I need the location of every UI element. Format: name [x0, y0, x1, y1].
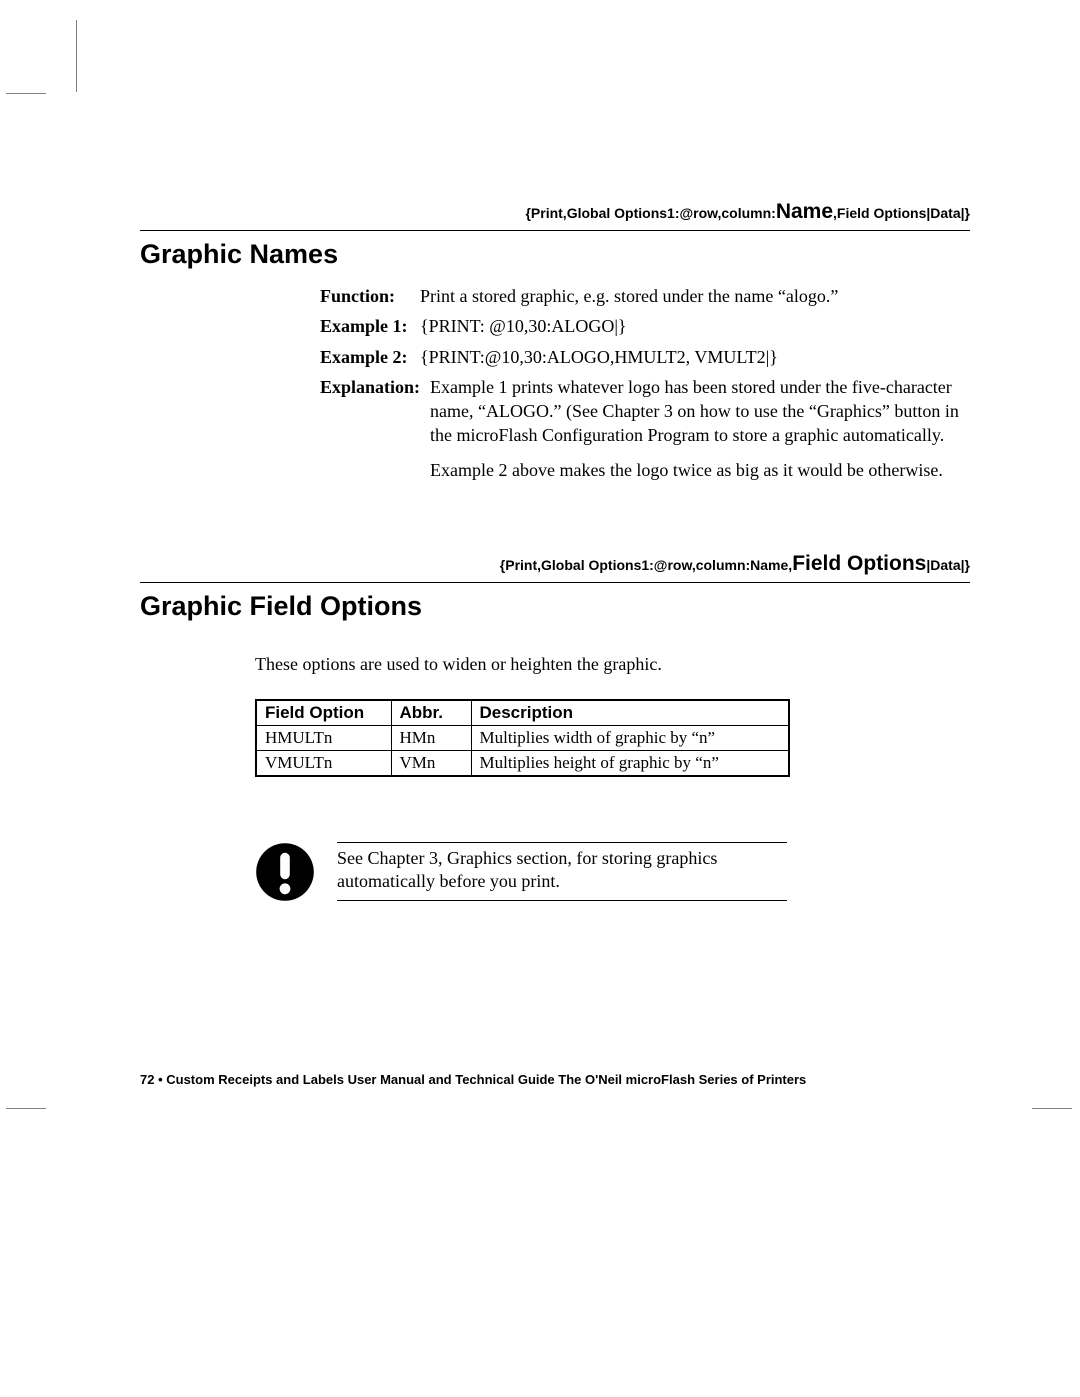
- def-label: Example 1:: [320, 314, 420, 338]
- td-description: Multiplies width of graphic by “n”: [471, 726, 789, 751]
- def-value: Example 1 prints whatever logo has been …: [430, 375, 970, 492]
- crop-mark: [1032, 1108, 1072, 1109]
- note-block: See Chapter 3, Graphics section, for sto…: [255, 842, 970, 902]
- td-field-option: HMULTn: [256, 726, 391, 751]
- th-abbr: Abbr.: [391, 700, 471, 726]
- td-field-option: VMULTn: [256, 751, 391, 777]
- th-description: Description: [471, 700, 789, 726]
- td-abbr: HMn: [391, 726, 471, 751]
- th-field-option: Field Option: [256, 700, 391, 726]
- def-value: {PRINT:@10,30:ALOGO,HMULT2, VMULT2|}: [420, 345, 970, 369]
- page-number: 72: [140, 1072, 154, 1087]
- footer-sep: •: [154, 1072, 166, 1087]
- def-label: Explanation:: [320, 375, 430, 492]
- table-header-row: Field Option Abbr. Description: [256, 700, 789, 726]
- crop-mark: [6, 1108, 46, 1109]
- crop-mark: [6, 93, 46, 94]
- def-row-example2: Example 2: {PRINT:@10,30:ALOGO,HMULT2, V…: [320, 345, 970, 369]
- crop-mark: [76, 20, 77, 92]
- def-value: {PRINT: @10,30:ALOGO|}: [420, 314, 970, 338]
- page-content: {Print,Global Options1:@row,column:Name,…: [140, 200, 970, 902]
- footer-rest: User Manual and Technical Guide The O'Ne…: [344, 1072, 806, 1087]
- def-row-explanation: Explanation: Example 1 prints whatever l…: [320, 375, 970, 492]
- syntax-suffix: |Data|}: [926, 557, 970, 573]
- def-label: Example 2:: [320, 345, 420, 369]
- def-row-example1: Example 1: {PRINT: @10,30:ALOGO|}: [320, 314, 970, 338]
- explanation-p2: Example 2 above makes the logo twice as …: [430, 458, 970, 482]
- def-value: Print a stored graphic, e.g. stored unde…: [420, 284, 970, 308]
- section-title-field-options: Graphic Field Options: [140, 591, 970, 622]
- note-text: See Chapter 3, Graphics section, for sto…: [337, 842, 787, 901]
- def-label: Function:: [320, 284, 420, 308]
- syntax-prefix: {Print,Global Options1:@row,column:Name,: [500, 557, 792, 573]
- intro-text: These options are used to widen or heigh…: [255, 654, 970, 675]
- syntax-emph: Name: [776, 200, 833, 223]
- warning-icon: [255, 842, 315, 902]
- syntax-prefix: {Print,Global Options1:@row,column:: [525, 205, 775, 221]
- field-options-table: Field Option Abbr. Description HMULTn HM…: [255, 699, 790, 777]
- page-footer: 72 • Custom Receipts and Labels User Man…: [140, 1072, 970, 1087]
- footer-chapter: Custom Receipts and Labels: [166, 1072, 344, 1087]
- td-abbr: VMn: [391, 751, 471, 777]
- def-row-function: Function: Print a stored graphic, e.g. s…: [320, 284, 970, 308]
- syntax-header-2: {Print,Global Options1:@row,column:Name,…: [140, 552, 970, 583]
- td-description: Multiplies height of graphic by “n”: [471, 751, 789, 777]
- definition-list: Function: Print a stored graphic, e.g. s…: [320, 284, 970, 492]
- table-row: HMULTn HMn Multiplies width of graphic b…: [256, 726, 789, 751]
- explanation-p1: Example 1 prints whatever logo has been …: [430, 375, 970, 448]
- table-row: VMULTn VMn Multiplies height of graphic …: [256, 751, 789, 777]
- syntax-header-1: {Print,Global Options1:@row,column:Name,…: [140, 200, 970, 231]
- section-title-graphic-names: Graphic Names: [140, 239, 970, 270]
- section-2: {Print,Global Options1:@row,column:Name,…: [140, 552, 970, 902]
- syntax-suffix: ,Field Options|Data|}: [833, 205, 970, 221]
- syntax-emph: Field Options: [792, 552, 926, 575]
